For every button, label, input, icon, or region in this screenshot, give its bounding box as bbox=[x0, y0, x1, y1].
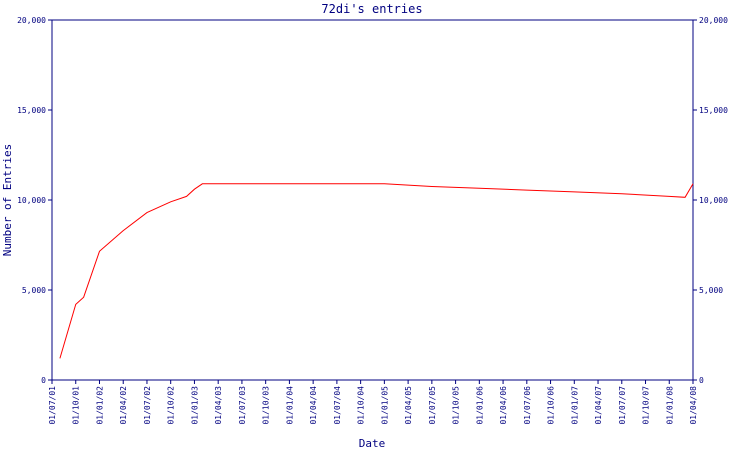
x-tick-label: 01/04/02 bbox=[119, 386, 128, 425]
x-tick-label: 01/10/02 bbox=[167, 386, 176, 425]
x-tick-label: 01/04/07 bbox=[594, 386, 603, 425]
x-tick-label: 01/04/03 bbox=[214, 386, 223, 425]
x-tick-label: 01/10/05 bbox=[452, 386, 461, 425]
x-tick-label: 01/01/02 bbox=[95, 386, 104, 425]
x-tick-label: 01/04/04 bbox=[309, 386, 318, 425]
x-tick-label: 01/07/07 bbox=[618, 386, 627, 425]
x-tick-label: 01/07/02 bbox=[143, 386, 152, 425]
x-tick-label: 01/07/05 bbox=[428, 386, 437, 425]
x-tick-label: 01/10/07 bbox=[642, 386, 651, 425]
y-tick-label: 10,000 bbox=[17, 196, 46, 205]
y2-tick-label: 20,000 bbox=[699, 16, 728, 25]
y2-tick-label: 0 bbox=[699, 376, 704, 385]
x-tick-label: 01/01/08 bbox=[665, 386, 674, 425]
y2-tick-label: 10,000 bbox=[699, 196, 728, 205]
x-tick-label: 01/07/01 bbox=[48, 386, 57, 425]
plot-frame bbox=[51, 19, 694, 381]
x-tick-label: 01/04/06 bbox=[499, 386, 508, 425]
x-tick-label: 01/01/07 bbox=[570, 386, 579, 425]
data-line bbox=[59, 183, 694, 359]
x-tick-label: 01/04/05 bbox=[404, 386, 413, 425]
x-tick-label: 01/10/06 bbox=[547, 386, 556, 425]
y-tick-label: 5,000 bbox=[22, 286, 46, 295]
x-tick-label: 01/10/03 bbox=[262, 386, 271, 425]
y2-tick-label: 15,000 bbox=[699, 106, 728, 115]
x-tick-label: 01/07/06 bbox=[523, 386, 532, 425]
x-tick-label: 01/07/03 bbox=[238, 386, 247, 425]
x-tick-label: 01/01/04 bbox=[285, 386, 294, 425]
x-tick-label: 01/10/04 bbox=[357, 386, 366, 425]
chart-title: 72di's entries bbox=[321, 2, 422, 16]
x-tick-label: 01/07/04 bbox=[333, 386, 342, 425]
x-tick-label: 01/01/03 bbox=[190, 386, 199, 425]
y-tick-label: 0 bbox=[41, 376, 46, 385]
x-tick-label: 01/04/08 bbox=[689, 386, 698, 425]
x-tick-label: 01/01/05 bbox=[380, 386, 389, 425]
y2-tick-label: 5,000 bbox=[699, 286, 723, 295]
x-tick-label: 01/01/06 bbox=[475, 386, 484, 425]
y-axis-label: Number of Entries bbox=[1, 144, 14, 257]
y-tick-label: 15,000 bbox=[17, 106, 46, 115]
y-tick-label: 20,000 bbox=[17, 16, 46, 25]
x-axis-label: Date bbox=[359, 437, 386, 450]
x-tick-label: 01/10/01 bbox=[72, 386, 81, 425]
